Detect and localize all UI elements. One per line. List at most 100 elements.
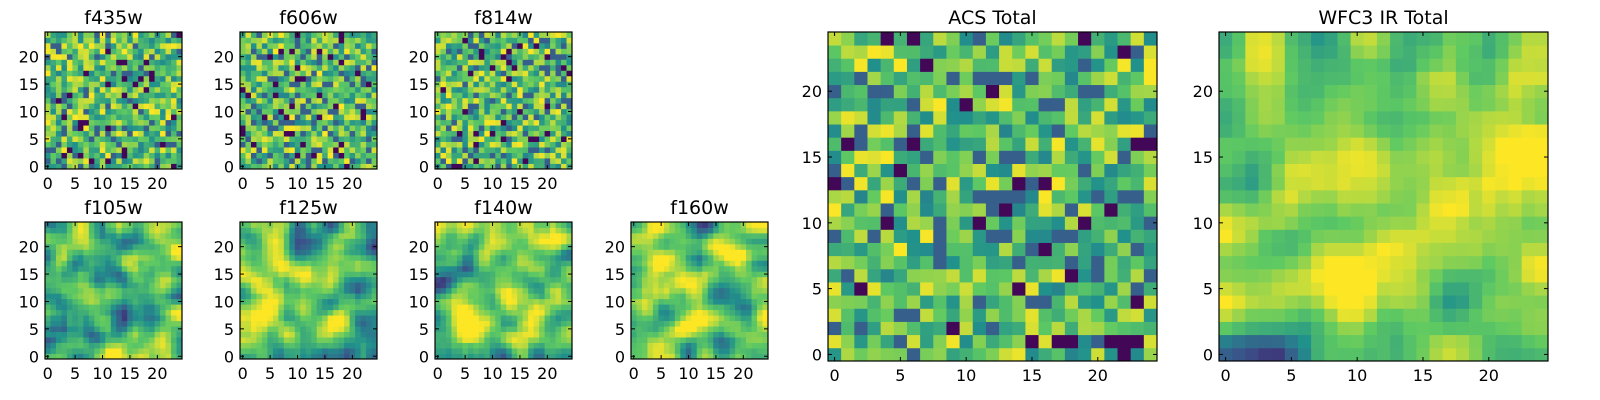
heatmap-cell — [445, 97, 452, 104]
heatmap-cell — [500, 222, 507, 228]
heatmap-cell — [561, 298, 567, 305]
heatmap-cell — [132, 315, 139, 322]
heatmap-cell — [828, 242, 842, 257]
heatmap-cell — [539, 232, 545, 239]
heatmap-cell — [77, 70, 84, 77]
heatmap-cell — [132, 353, 139, 360]
heatmap-cell — [143, 86, 150, 93]
heatmap-cell — [735, 232, 741, 239]
heatmap-cell — [256, 260, 263, 267]
heatmap-cell — [360, 37, 367, 44]
heatmap-cell — [729, 342, 736, 349]
heatmap-cell — [674, 287, 681, 294]
heatmap-cell — [566, 59, 573, 66]
heatmap-cell — [138, 119, 145, 126]
heatmap-cell — [116, 32, 123, 38]
heatmap-cell — [1117, 282, 1132, 296]
heatmap-cell — [322, 238, 329, 245]
heatmap-cell — [316, 282, 323, 289]
heatmap-cell — [143, 152, 150, 159]
heatmap-cell — [261, 243, 268, 250]
heatmap-cell — [160, 64, 166, 71]
heatmap-cell — [316, 260, 323, 267]
heatmap-cell — [171, 70, 177, 77]
x-tick-label: 0 — [43, 364, 53, 383]
heatmap-cell — [555, 232, 562, 239]
heatmap-cell — [371, 337, 378, 343]
heatmap-cell — [511, 92, 518, 99]
heatmap-cell — [674, 293, 681, 300]
heatmap-cell — [110, 53, 117, 60]
heatmap-cell — [55, 103, 62, 110]
heatmap-cell — [149, 64, 155, 71]
heatmap-cell — [473, 48, 480, 55]
heatmap-cell — [828, 163, 842, 178]
heatmap-cell — [138, 81, 145, 88]
heatmap-cell — [94, 304, 101, 311]
heatmap-cell — [333, 227, 340, 234]
heatmap-cell — [1117, 163, 1132, 178]
heatmap-cell — [636, 342, 643, 349]
heatmap-cell — [555, 136, 562, 142]
heatmap-cell — [322, 309, 329, 316]
heatmap-cell — [50, 48, 57, 55]
heatmap-cell — [50, 97, 57, 104]
heatmap-cell — [500, 163, 507, 170]
heatmap-cell — [94, 315, 101, 322]
heatmap-cell — [841, 189, 855, 204]
heatmap-cell — [338, 331, 345, 338]
heatmap-cell — [528, 136, 535, 142]
heatmap-cell — [50, 130, 57, 137]
heatmap-cell — [256, 158, 263, 164]
heatmap-cell — [94, 222, 101, 228]
heatmap-cell — [272, 309, 279, 316]
heatmap-cell — [762, 320, 769, 327]
heatmap-cell — [305, 260, 312, 267]
heatmap-cell — [267, 64, 274, 71]
heatmap-cell — [566, 42, 573, 49]
heatmap-cell — [171, 92, 177, 99]
heatmap-cell — [561, 276, 567, 283]
heatmap-cell — [94, 342, 101, 349]
heatmap-cell — [484, 287, 491, 294]
heatmap-cell — [99, 260, 106, 267]
heatmap-cell — [272, 326, 279, 332]
heatmap-cell — [669, 287, 676, 294]
heatmap-cell — [83, 163, 90, 170]
heatmap-cell — [566, 348, 573, 354]
heatmap-cell — [138, 320, 145, 327]
heatmap-cell — [360, 249, 367, 256]
heatmap-cell — [338, 130, 345, 137]
heatmap-cell — [484, 141, 491, 148]
heatmap-cell — [696, 298, 703, 305]
heatmap-cell — [467, 309, 474, 316]
heatmap-cell — [88, 92, 95, 99]
heatmap-cell — [316, 276, 323, 283]
heatmap-cell — [636, 260, 643, 267]
heatmap-cell — [176, 337, 183, 343]
heatmap-cell — [256, 152, 263, 159]
heatmap-cell — [333, 147, 340, 153]
heatmap-cell — [165, 243, 172, 250]
heatmap-cell — [294, 97, 301, 104]
heatmap-cell — [171, 348, 177, 354]
heatmap-cell — [338, 265, 345, 272]
heatmap-cell — [267, 152, 274, 159]
heatmap-cell — [539, 348, 545, 354]
x-tick-label: 0 — [629, 364, 639, 383]
heatmap-cell — [121, 293, 128, 300]
heatmap-cell — [550, 86, 556, 93]
heatmap-cell — [511, 59, 518, 66]
heatmap-cell — [127, 315, 134, 322]
heatmap-cell — [985, 268, 1000, 283]
heatmap-cell — [707, 298, 714, 305]
heatmap-cell — [294, 227, 301, 234]
heatmap-cell — [283, 227, 290, 234]
heatmap-cell — [707, 222, 714, 228]
heatmap-cell — [828, 321, 842, 336]
heatmap-cell — [138, 326, 145, 332]
heatmap-cell — [355, 348, 361, 354]
heatmap-cell — [762, 232, 769, 239]
heatmap-cell — [539, 243, 545, 250]
heatmap-cell — [1130, 255, 1145, 270]
